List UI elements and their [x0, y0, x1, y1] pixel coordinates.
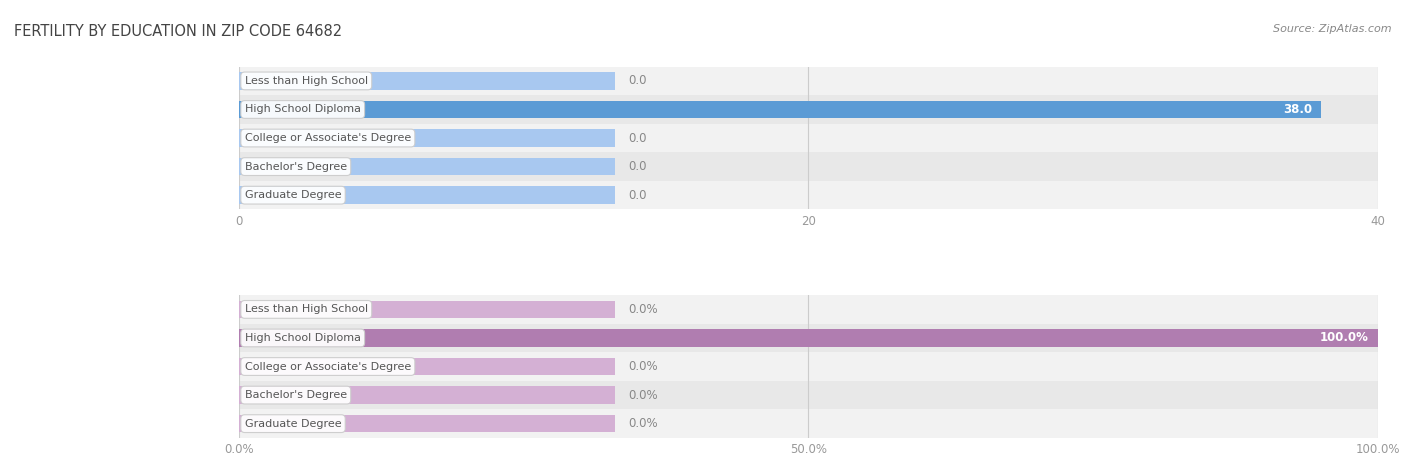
Text: College or Associate's Degree: College or Associate's Degree [245, 361, 411, 372]
Text: 0.0%: 0.0% [628, 360, 658, 373]
Bar [239, 72, 614, 90]
Bar [239, 357, 614, 376]
Bar [239, 415, 614, 433]
Text: Source: ZipAtlas.com: Source: ZipAtlas.com [1274, 24, 1392, 34]
Text: Less than High School: Less than High School [245, 76, 368, 86]
Text: High School Diploma: High School Diploma [245, 333, 361, 343]
Bar [239, 300, 614, 318]
Text: 0.0%: 0.0% [628, 388, 658, 402]
Text: High School Diploma: High School Diploma [245, 104, 361, 115]
Bar [239, 409, 1406, 438]
Text: Bachelor's Degree: Bachelor's Degree [245, 161, 347, 172]
Bar [239, 181, 1406, 209]
Bar [239, 95, 1406, 124]
Text: 0.0%: 0.0% [628, 303, 658, 316]
Text: 0.0%: 0.0% [628, 417, 658, 430]
Bar [239, 186, 614, 204]
Text: Graduate Degree: Graduate Degree [245, 190, 342, 200]
Bar [239, 329, 1378, 347]
Text: College or Associate's Degree: College or Associate's Degree [245, 133, 411, 143]
Text: Graduate Degree: Graduate Degree [245, 418, 342, 429]
Bar [239, 352, 1406, 381]
Text: Less than High School: Less than High School [245, 304, 368, 315]
Text: Bachelor's Degree: Bachelor's Degree [245, 390, 347, 400]
Text: 0.0: 0.0 [628, 74, 647, 88]
Text: 100.0%: 100.0% [1320, 331, 1369, 345]
Bar [239, 386, 614, 404]
Bar [239, 152, 1406, 181]
Bar [239, 129, 614, 147]
Bar [239, 295, 1406, 324]
Text: 0.0: 0.0 [628, 160, 647, 173]
Bar [239, 381, 1406, 409]
Bar [239, 324, 1406, 352]
Text: FERTILITY BY EDUCATION IN ZIP CODE 64682: FERTILITY BY EDUCATION IN ZIP CODE 64682 [14, 24, 342, 39]
Bar [239, 67, 1406, 95]
Text: 38.0: 38.0 [1282, 103, 1312, 116]
Text: 0.0: 0.0 [628, 188, 647, 202]
Bar [239, 158, 614, 176]
Bar [239, 124, 1406, 152]
Text: 0.0: 0.0 [628, 131, 647, 145]
Bar [239, 100, 1322, 119]
